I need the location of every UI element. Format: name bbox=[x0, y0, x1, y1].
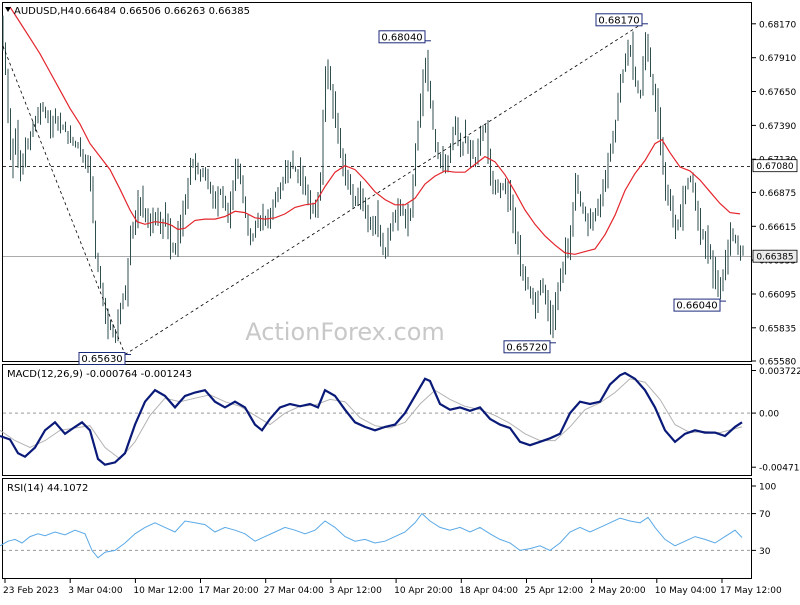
time-tick-label: 18 Apr 04:00 bbox=[459, 586, 518, 596]
price-axis: 0.681700.679100.676500.673900.671300.668… bbox=[751, 20, 798, 368]
macd-tick-label: -0.004716 bbox=[759, 464, 800, 474]
swing-label-text: 0.68040 bbox=[381, 32, 422, 43]
price-tick-label: 0.68170 bbox=[759, 20, 796, 30]
price-panel-frame bbox=[2, 2, 752, 362]
collapse-triangle-icon[interactable] bbox=[5, 7, 11, 12]
swing-label-1: 0.68040 bbox=[378, 30, 431, 44]
price-tick-label: 0.66615 bbox=[759, 223, 796, 233]
time-tick-label: 17 May 12:00 bbox=[720, 586, 782, 596]
moving-average-line bbox=[9, 6, 741, 255]
swing-label-box bbox=[503, 340, 551, 354]
rsi-tick-label: 70 bbox=[759, 510, 771, 520]
time-tick-label: 23 Feb 2023 bbox=[3, 586, 59, 596]
swing-label-0: 0.65630 bbox=[78, 352, 131, 365]
price-bars bbox=[2, 15, 744, 343]
price-tick-label: 0.65580 bbox=[759, 358, 796, 368]
ohlc-readout: 0.66484 0.66506 0.66263 0.66385 bbox=[75, 6, 250, 17]
level-tag-1: 0.66385 bbox=[756, 253, 793, 263]
time-tick-label: 10 Apr 20:00 bbox=[394, 586, 453, 596]
rsi-panel-frame bbox=[2, 478, 752, 579]
price-tick-label: 0.66875 bbox=[759, 189, 796, 199]
macd-panel-frame bbox=[2, 364, 752, 476]
rsi-line bbox=[0, 512, 743, 559]
time-tick-label: 17 Mar 20:00 bbox=[199, 586, 259, 596]
trend-lines bbox=[2, 23, 643, 355]
level-tag-0: 0.67080 bbox=[756, 162, 793, 172]
macd-title: MACD(12,26,9) -0.000764 -0.001243 bbox=[7, 369, 192, 380]
swing-label-text: 0.66040 bbox=[676, 301, 717, 312]
time-tick-label: 10 May 04:00 bbox=[655, 586, 717, 596]
trend-line-0 bbox=[2, 45, 126, 355]
swing-label-box bbox=[78, 352, 126, 365]
price-tick-label: 0.65835 bbox=[759, 324, 796, 334]
swing-label-text: 0.65720 bbox=[506, 342, 547, 353]
price-horizontal-lines bbox=[3, 166, 751, 257]
swing-label-3: 0.68170 bbox=[595, 13, 648, 27]
macd-axis: 0.003722 0.00 -0.004716 bbox=[751, 367, 800, 474]
price-tick-label: 0.66095 bbox=[759, 291, 796, 301]
trend-line-1 bbox=[124, 23, 643, 355]
watermark: ActionForex.com bbox=[245, 318, 445, 346]
macd-signal-line bbox=[0, 378, 743, 460]
rsi-tick-label: 30 bbox=[759, 547, 771, 557]
price-tick-label: 0.67650 bbox=[759, 88, 796, 98]
swing-label-box bbox=[595, 13, 643, 27]
swing-label-text: 0.68170 bbox=[598, 15, 639, 26]
time-tick-label: 27 Mar 04:00 bbox=[264, 586, 324, 596]
swing-label-4: 0.66040 bbox=[673, 298, 726, 312]
macd-tick-label: 0.00 bbox=[759, 410, 779, 420]
price-tick-label: 0.67910 bbox=[759, 54, 796, 64]
time-tick-label: 3 Apr 12:00 bbox=[329, 586, 382, 596]
symbol-label: AUDUSD,H4 bbox=[14, 6, 74, 17]
time-tick-label: 25 Apr 12:00 bbox=[525, 586, 584, 596]
time-axis: 23 Feb 2023 3 Mar 04:00 10 Mar 12:00 17 Mar… bbox=[3, 579, 782, 596]
rsi-title: RSI(14) 44.1072 bbox=[7, 483, 88, 494]
rsi-level-lines bbox=[3, 513, 751, 551]
time-tick-label: 10 Mar 12:00 bbox=[133, 586, 193, 596]
rsi-tick-label: 100 bbox=[759, 483, 776, 493]
price-annotations: 0.65630 0.68040 0.65720 0.68170 0.66040 bbox=[78, 13, 726, 365]
swing-label-box bbox=[673, 298, 721, 312]
rsi-axis: 100 70 30 bbox=[751, 483, 776, 557]
price-tick-label: 0.67390 bbox=[759, 122, 796, 132]
swing-label-text: 0.65630 bbox=[81, 354, 122, 365]
time-tick-label: 2 May 20:00 bbox=[590, 586, 646, 596]
macd-main-line bbox=[0, 371, 743, 466]
level-tag-box-0 bbox=[752, 159, 798, 173]
swing-label-box bbox=[378, 30, 426, 44]
level-tag-box-1 bbox=[752, 249, 798, 263]
time-tick-label: 3 Mar 04:00 bbox=[68, 586, 123, 596]
swing-label-2: 0.65720 bbox=[503, 340, 556, 354]
macd-tick-label: 0.003722 bbox=[759, 367, 800, 377]
